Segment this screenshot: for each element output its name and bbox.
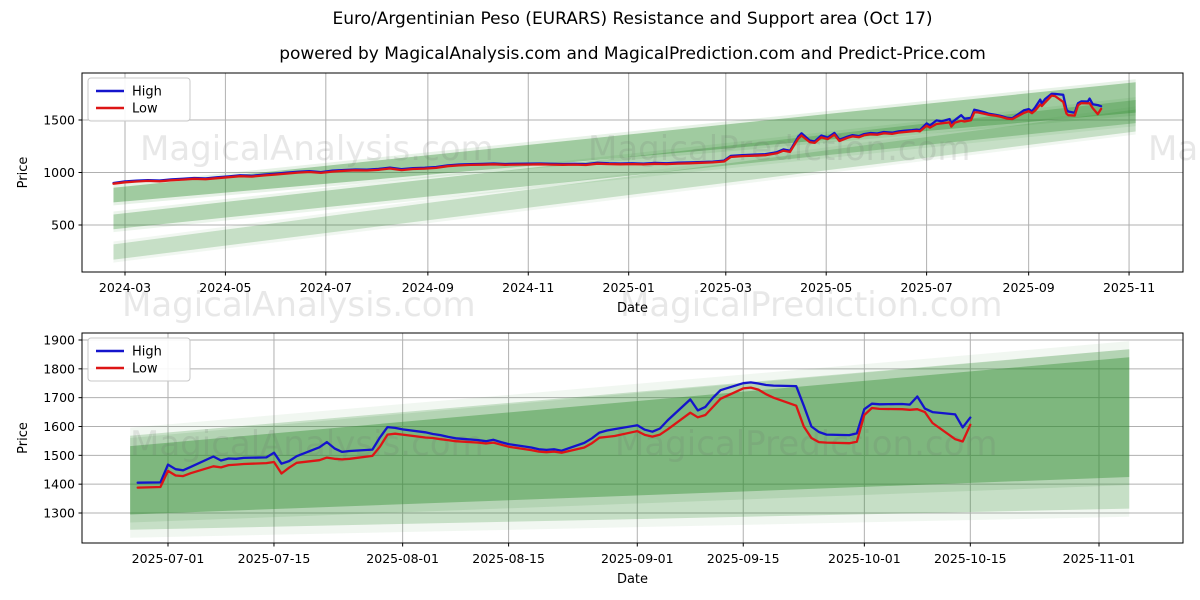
- svg-text:High: High: [132, 345, 162, 360]
- svg-text:Price: Price: [16, 422, 31, 454]
- svg-text:MagicalAnalysis.com: MagicalAnalysis.com: [1148, 129, 1200, 169]
- svg-text:2024-03: 2024-03: [99, 280, 151, 295]
- svg-text:2025-07-01: 2025-07-01: [132, 551, 205, 566]
- svg-text:2025-11: 2025-11: [1103, 280, 1155, 295]
- svg-text:Price: Price: [16, 157, 31, 189]
- svg-text:2025-01: 2025-01: [603, 280, 655, 295]
- svg-text:2025-05: 2025-05: [800, 280, 852, 295]
- svg-text:2025-10-01: 2025-10-01: [828, 551, 901, 566]
- svg-text:MagicalAnalysis.com: MagicalAnalysis.com: [130, 424, 484, 464]
- svg-text:2025-07: 2025-07: [900, 280, 952, 295]
- svg-text:2024-11: 2024-11: [502, 280, 554, 295]
- svg-text:Low: Low: [132, 362, 158, 377]
- svg-text:MagicalAnalysis.com: MagicalAnalysis.com: [122, 285, 476, 325]
- svg-text:Date: Date: [617, 572, 648, 587]
- svg-text:1400: 1400: [43, 477, 75, 492]
- chart-subtitle: powered by MagicalAnalysis.com and Magic…: [279, 44, 986, 64]
- svg-text:2025-08-01: 2025-08-01: [366, 551, 439, 566]
- svg-text:1900: 1900: [43, 333, 75, 348]
- chart-title: Euro/Argentinian Peso (EURARS) Resistanc…: [332, 9, 933, 29]
- svg-text:1500: 1500: [43, 113, 75, 128]
- svg-text:Date: Date: [617, 301, 648, 316]
- svg-text:2025-11-01: 2025-11-01: [1063, 551, 1136, 566]
- svg-text:1600: 1600: [43, 419, 75, 434]
- svg-text:High: High: [132, 85, 162, 100]
- svg-text:2024-05: 2024-05: [199, 280, 251, 295]
- svg-text:2025-09: 2025-09: [1003, 280, 1055, 295]
- svg-text:2024-09: 2024-09: [402, 280, 454, 295]
- svg-text:MagicalPrediction.com: MagicalPrediction.com: [620, 285, 1003, 325]
- svg-text:1700: 1700: [43, 390, 75, 405]
- svg-text:2025-09-01: 2025-09-01: [601, 551, 674, 566]
- svg-text:2025-08-15: 2025-08-15: [472, 551, 545, 566]
- svg-text:2025-03: 2025-03: [700, 280, 752, 295]
- svg-text:500: 500: [51, 218, 75, 233]
- svg-text:1500: 1500: [43, 448, 75, 463]
- svg-text:1000: 1000: [43, 165, 75, 180]
- svg-text:1800: 1800: [43, 361, 75, 376]
- svg-text:Low: Low: [132, 102, 158, 117]
- svg-text:2025-07-15: 2025-07-15: [238, 551, 311, 566]
- svg-text:2025-09-15: 2025-09-15: [707, 551, 780, 566]
- svg-text:2024-07: 2024-07: [300, 280, 352, 295]
- svg-text:2025-10-15: 2025-10-15: [934, 551, 1007, 566]
- svg-text:1300: 1300: [43, 505, 75, 520]
- svg-text:MagicalAnalysis.com: MagicalAnalysis.com: [140, 129, 494, 169]
